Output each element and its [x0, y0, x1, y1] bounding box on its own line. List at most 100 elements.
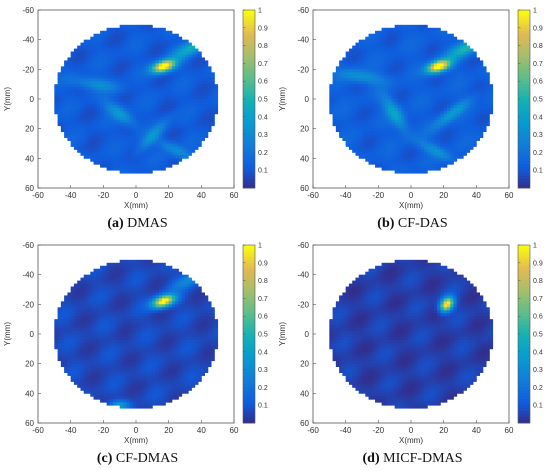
colorbar-tick-label: 0.1 — [533, 168, 543, 175]
x-tick-label: 20 — [439, 426, 448, 435]
x-tick-label: -60 — [307, 191, 319, 200]
colorbar-tick-label: 0.2 — [258, 385, 268, 392]
x-tick-label: -40 — [340, 191, 352, 200]
colorbar-tick-label: 0.5 — [533, 97, 543, 104]
colorbar-tick-label: 0.4 — [258, 349, 268, 356]
x-tick-label: 60 — [230, 191, 239, 200]
heatmap-image — [54, 259, 219, 409]
colorbar-tick-label: 0.7 — [258, 61, 268, 68]
x-tick-label: 0 — [409, 191, 414, 200]
colorbar-tick-label: 0.1 — [533, 403, 543, 410]
x-tick-label: -60 — [307, 426, 319, 435]
panel-cf-das: -60 -40 -20 0 20 40 60 -60 -40 -20 0 20 40 60 X(mm) Y(m… — [275, 0, 550, 235]
y-tick-label: 0 — [305, 95, 310, 104]
colorbar-tick-label: 0.2 — [258, 150, 268, 157]
y-tick-label: 0 — [30, 95, 35, 104]
y-tick-label: 60 — [25, 184, 34, 193]
colorbar-tick-label: 0.6 — [533, 79, 543, 86]
colorbar-tick-label: 1 — [533, 8, 537, 15]
panel-dmas: -60 -40 -20 0 20 40 60 -60 -40 -20 0 20 40 60 X(mm) Y(m… — [0, 0, 275, 235]
x-tick-label: 20 — [164, 426, 173, 435]
x-tick-label: -20 — [98, 426, 110, 435]
y-tick-label: 40 — [300, 154, 309, 163]
heatmap-cf-das: -60 -40 -20 0 20 40 60-60-40-200204060X(mm)Y(m… — [278, 6, 543, 210]
x-axis-label: X(mm) — [124, 436, 148, 445]
colorbar-tick-label: 0.9 — [533, 260, 543, 267]
x-tick-label: -40 — [340, 426, 352, 435]
y-tick-label: -20 — [297, 65, 309, 74]
colorbar-tick-label: 0.2 — [533, 150, 543, 157]
caption-tag: (c) — [96, 451, 113, 466]
x-tick-label: 40 — [197, 426, 206, 435]
y-tick-label: 20 — [25, 125, 34, 134]
heatmap-cf-dmas: -60 -40 -20 0 20 40 60-60-40-200204060X(mm)Y(m… — [3, 241, 268, 445]
colorbar-tick-label: 0.7 — [533, 296, 543, 303]
y-tick-label: 20 — [300, 360, 309, 369]
caption-cf-dmas: (c) CF-DMAS — [0, 451, 275, 467]
y-tick-label: -40 — [22, 36, 34, 45]
caption-text: CF-DMAS — [115, 451, 179, 466]
y-tick-label: -60 — [22, 241, 34, 250]
y-tick-label: -40 — [22, 271, 34, 280]
x-tick-label: -40 — [65, 426, 77, 435]
x-tick-label: 0 — [409, 426, 414, 435]
heatmap-image — [329, 259, 494, 409]
colorbar-tick-label: 1 — [258, 243, 262, 250]
y-tick-label: 60 — [25, 419, 34, 428]
y-tick-label: -40 — [297, 36, 309, 45]
colorbar-tick-label: 0.5 — [258, 97, 268, 104]
y-tick-label: 40 — [25, 154, 34, 163]
colorbar-tick-label: 0.4 — [533, 349, 543, 356]
colorbar-tick-label: 0.5 — [258, 332, 268, 339]
y-tick-label: -20 — [22, 65, 34, 74]
colorbar-tick-label: 0.5 — [533, 332, 543, 339]
colorbar-tick-label: 0.6 — [533, 314, 543, 321]
x-tick-label: -20 — [373, 191, 385, 200]
y-tick-label: -40 — [297, 271, 309, 280]
colorbar-tick-label: 1 — [533, 243, 537, 250]
heatmap-image — [329, 24, 494, 174]
heatmap-dmas: -60 -40 -20 0 20 40 60-60-40-200204060X(mm)Y(m… — [3, 6, 268, 210]
y-tick-label: -60 — [297, 6, 309, 15]
colorbar-tick-label: 0.6 — [258, 79, 268, 86]
caption-tag: (d) — [362, 451, 380, 466]
caption-text: CF-DAS — [397, 216, 448, 231]
caption-micf-dmas: (d) MICF-DMAS — [275, 451, 550, 467]
x-tick-label: 0 — [134, 426, 139, 435]
x-axis-label: X(mm) — [399, 436, 423, 445]
y-tick-label: 0 — [305, 330, 310, 339]
caption-tag: (a) — [107, 216, 124, 231]
x-tick-label: 40 — [472, 191, 481, 200]
colorbar-tick-label: 0.2 — [533, 385, 543, 392]
x-axis-label: X(mm) — [399, 201, 423, 210]
colorbar-tick-label: 0.7 — [533, 61, 543, 68]
caption-cf-das: (b) CF-DAS — [275, 216, 550, 232]
x-tick-label: 60 — [230, 426, 239, 435]
y-tick-label: -20 — [297, 300, 309, 309]
y-axis-label: Y(mm) — [3, 87, 12, 111]
y-tick-label: 20 — [25, 360, 34, 369]
x-tick-label: 60 — [505, 426, 514, 435]
colorbar-tick-label: 1 — [258, 8, 262, 15]
colorbar-tick-label: 0.3 — [533, 367, 543, 374]
colorbar-tick-label: 0.8 — [258, 43, 268, 50]
caption-tag: (b) — [377, 216, 395, 231]
y-tick-label: 60 — [300, 419, 309, 428]
panel-cf-dmas: -60 -40 -20 0 20 40 60 -60 -40 -20 0 20 40 60 X(mm) Y(m… — [0, 235, 275, 470]
x-tick-label: -20 — [373, 426, 385, 435]
colorbar-tick-label: 0.3 — [533, 132, 543, 139]
y-tick-label: -60 — [22, 6, 34, 15]
caption-dmas: (a) DMAS — [0, 216, 275, 232]
caption-text: DMAS — [127, 216, 168, 231]
heatmap-image — [54, 24, 219, 174]
colorbar: 1 0.9 0.8 0.7 0.6 0.5 0.4 0.3 0.2 0.1 — [242, 243, 268, 424]
colorbar-tick-label: 0.8 — [258, 278, 268, 285]
y-axis-label: Y(mm) — [3, 322, 12, 346]
colorbar-tick-label: 0.4 — [533, 114, 543, 121]
colorbar-tick-label: 0.1 — [258, 403, 268, 410]
y-tick-label: -60 — [297, 241, 309, 250]
x-tick-label: -60 — [32, 426, 44, 435]
x-tick-label: -20 — [98, 191, 110, 200]
y-axis-label: Y(mm) — [278, 87, 287, 111]
colorbar-tick-label: 0.9 — [258, 260, 268, 267]
